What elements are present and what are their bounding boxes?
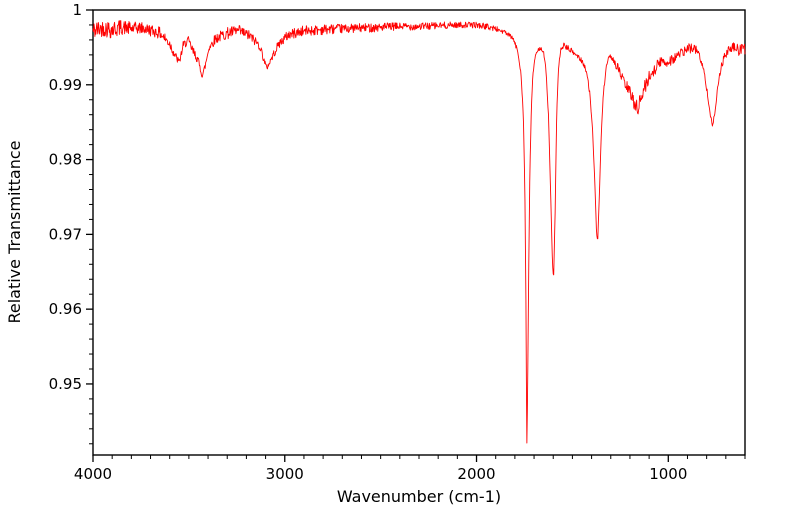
y-tick-label: 0.98 — [49, 151, 82, 169]
y-tick-label: 0.97 — [49, 225, 82, 243]
x-axis-label: Wavenumber (cm-1) — [337, 487, 501, 506]
y-tick-label: 1 — [72, 1, 82, 19]
y-tick-label: 0.99 — [49, 76, 82, 94]
x-tick-label: 4000 — [74, 465, 112, 483]
x-tick-label: 3000 — [266, 465, 304, 483]
spectrum-line — [92, 20, 746, 444]
x-tick-label: 2000 — [457, 465, 495, 483]
axis-ticks — [86, 9, 746, 462]
y-tick-label: 0.95 — [49, 375, 82, 393]
y-axis-label: Relative Transmittance — [5, 140, 24, 323]
axis-tick-labels: 4000 3000 2000 1000 1 0.99 0.98 0.97 0.96 0.95 — [49, 1, 688, 483]
y-tick-label: 0.96 — [49, 300, 82, 318]
x-tick-label: 1000 — [649, 465, 687, 483]
plot-frame — [92, 9, 746, 456]
